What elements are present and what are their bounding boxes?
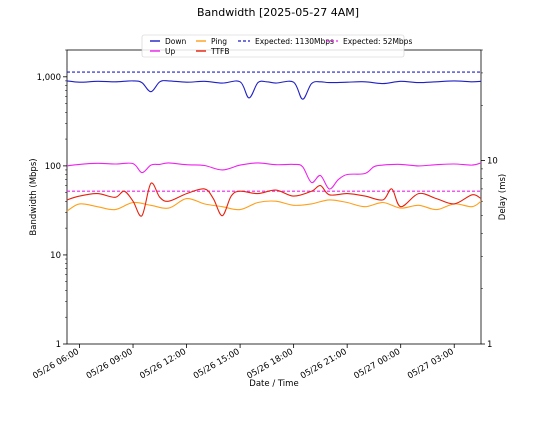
x-axis-label: Date / Time — [249, 379, 298, 389]
legend-label-up: Up — [165, 47, 175, 56]
x-tick-label: 05/26 18:00 — [245, 347, 295, 382]
y-axis-left-label: Bandwidth (Mbps) — [29, 158, 39, 235]
x-tick-label: 05/26 21:00 — [299, 347, 349, 382]
series-ping-line — [66, 198, 482, 212]
y-right-tick-label: 10 — [487, 156, 498, 166]
legend-label-down: Down — [165, 37, 186, 46]
series-up-line — [66, 162, 482, 190]
y-axis-right-label: Delay (ms) — [498, 174, 508, 220]
legend: Down Up Ping TTFB Expected: 1130Mbps Exp… — [141, 34, 412, 58]
x-tick-label: 05/26 09:00 — [85, 347, 135, 382]
x-tick-label: 05/26 15:00 — [192, 347, 242, 382]
y-left-tick-label: 10 — [50, 251, 61, 261]
x-tick-label: 05/27 03:00 — [406, 347, 456, 382]
y-left-tick-label: 100 — [45, 162, 61, 172]
legend-label-ttfb: TTFB — [210, 47, 230, 56]
y-left-tick-label: 1 — [56, 340, 61, 350]
chart-title: Bandwidth [2025-05-27 4AM] — [197, 6, 359, 19]
legend-label-expected-down: Expected: 1130Mbps — [255, 37, 334, 46]
x-tick-label: 05/27 00:00 — [352, 347, 402, 382]
y-left-tick-label: 1,000 — [37, 73, 61, 83]
series-ttfb-line — [66, 182, 482, 217]
legend-label-ping: Ping — [211, 37, 227, 46]
y-right-tick-label: 1 — [487, 340, 492, 350]
legend-frame — [141, 34, 405, 58]
plot-area — [66, 49, 482, 345]
x-tick-label: 05/26 06:00 — [31, 347, 81, 382]
series-down-line — [66, 80, 482, 100]
x-tick-label: 05/26 12:00 — [138, 347, 188, 382]
legend-label-expected-up: Expected: 52Mbps — [343, 37, 412, 46]
